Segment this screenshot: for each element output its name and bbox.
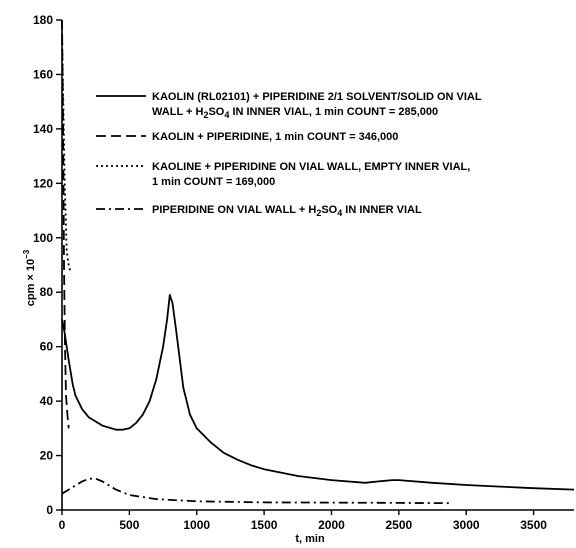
legend-subscript: 2 bbox=[203, 110, 208, 120]
series-layer bbox=[61, 19, 575, 505]
legend-text-segment: PIPERIDINE ON VIAL WALL + H bbox=[152, 204, 316, 216]
x-tick-label: 3500 bbox=[520, 518, 547, 532]
legend-text-segment: KAOLIN + PIPERIDINE, 1 min COUNT = 346,0… bbox=[152, 131, 398, 143]
x-tick-label: 2000 bbox=[318, 518, 345, 532]
series-line-dotted bbox=[61, 33, 71, 271]
y-tick-label: 180 bbox=[33, 13, 53, 27]
y-tick-label: 40 bbox=[40, 394, 54, 408]
y-tick-label: 120 bbox=[33, 176, 53, 190]
legend-text-segment: IN INNER VIAL, 1 min COUNT = 285,000 bbox=[229, 106, 438, 118]
y-axis-title-main: cpm × 10 bbox=[25, 259, 37, 306]
y-tick-label: 20 bbox=[40, 449, 54, 463]
legend-text-segment: SO bbox=[321, 204, 337, 216]
x-tick-label: 500 bbox=[119, 518, 139, 532]
y-tick-label: 60 bbox=[40, 340, 54, 354]
legend-subscript: 2 bbox=[316, 208, 321, 218]
x-tick-label: 0 bbox=[59, 518, 66, 532]
x-tick-label: 3000 bbox=[453, 518, 480, 532]
legend-entry-text: KAOLIN + PIPERIDINE, 1 min COUNT = 346,0… bbox=[152, 131, 398, 143]
legend-entry-text: KAOLIN (RL02101) + PIPERIDINE 2/1 SOLVEN… bbox=[152, 91, 482, 103]
y-axis-title-exponent: −3 bbox=[22, 249, 31, 259]
y-tick-label: 160 bbox=[33, 67, 53, 81]
x-axis-title: t, min bbox=[295, 533, 325, 545]
legend-subscript: 4 bbox=[224, 110, 229, 120]
legend-entry-text: PIPERIDINE ON VIAL WALL + H2SO4 IN INNER… bbox=[152, 204, 422, 218]
series-line-solid bbox=[61, 294, 575, 491]
legend-subscript: 4 bbox=[337, 208, 342, 218]
x-tick-label: 1000 bbox=[183, 518, 210, 532]
series-line-dashdot bbox=[61, 477, 453, 505]
y-axis-title: cpm × 10−3 bbox=[22, 249, 37, 306]
legend-entry-text: KAOLINE + PIPERIDINE ON VIAL WALL, EMPTY… bbox=[152, 161, 470, 173]
x-tick-label: 2500 bbox=[385, 518, 412, 532]
x-tick-label: 1500 bbox=[251, 518, 278, 532]
legend-text-segment: IN INNER VIAL bbox=[342, 204, 422, 216]
legend-entry-text: 1 min COUNT = 169,000 bbox=[152, 176, 275, 188]
legend-text-segment: WALL + H bbox=[152, 106, 203, 118]
legend-text-segment: 1 min COUNT = 169,000 bbox=[152, 176, 275, 188]
axes: 0 20 40 60 80 100 120 140 160 180 0 500 1000 1500 2000… bbox=[33, 13, 574, 532]
legend-text-segment: KAOLIN (RL02101) + PIPERIDINE 2/1 SOLVEN… bbox=[152, 91, 482, 103]
y-tick-label: 140 bbox=[33, 122, 53, 136]
y-tick-label: 80 bbox=[40, 285, 54, 299]
y-tick-label: 0 bbox=[46, 503, 53, 517]
legend: KAOLIN (RL02101) + PIPERIDINE 2/1 SOLVEN… bbox=[96, 91, 482, 218]
legend-entry-text: WALL + H2SO4 IN INNER VIAL, 1 min COUNT … bbox=[152, 106, 438, 120]
legend-text-segment: KAOLINE + PIPERIDINE ON VIAL WALL, EMPTY… bbox=[152, 161, 470, 173]
y-tick-label: 100 bbox=[33, 231, 53, 245]
legend-text-segment: SO bbox=[208, 106, 224, 118]
